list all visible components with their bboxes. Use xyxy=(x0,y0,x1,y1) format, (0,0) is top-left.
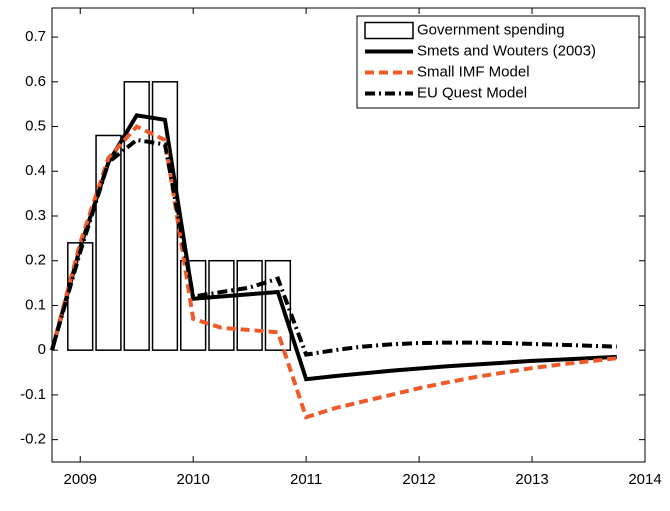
x-tick-label: 2012 xyxy=(402,471,435,488)
bar xyxy=(95,134,122,351)
x-tick-label: 2014 xyxy=(628,471,661,488)
legend-swatch xyxy=(364,21,414,40)
series-line xyxy=(50,137,617,357)
legend-label: Small IMF Model xyxy=(417,63,530,80)
legend-label: Smets and Wouters (2003) xyxy=(417,42,596,59)
plot-frame xyxy=(51,7,646,463)
y-tick-label: 0.6 xyxy=(25,73,46,90)
y-tick-label: 0.1 xyxy=(25,296,46,313)
bar xyxy=(264,259,292,351)
y-tick-label: 0 xyxy=(38,341,46,358)
y-tick-label: 0.3 xyxy=(25,207,46,224)
x-tick-label: 2011 xyxy=(290,471,322,488)
y-tick-label: 0.7 xyxy=(25,28,46,45)
y-tick-label: -0.1 xyxy=(20,386,46,403)
series-line xyxy=(50,124,617,420)
series-line xyxy=(50,113,617,382)
x-tick-label: 2013 xyxy=(515,471,548,488)
x-tick-label: 2009 xyxy=(64,471,97,488)
bar xyxy=(208,259,235,351)
x-tick-label: 2010 xyxy=(177,471,210,488)
legend-label: EU Quest Model xyxy=(417,84,527,101)
y-tick-label: 0.2 xyxy=(25,252,46,269)
y-tick-label: 0.5 xyxy=(25,118,46,135)
bar xyxy=(236,259,263,351)
legend-label: Government spending xyxy=(417,21,565,38)
y-tick-label: -0.2 xyxy=(20,431,46,448)
y-tick-label: 0.4 xyxy=(25,162,46,179)
bar xyxy=(123,81,150,351)
